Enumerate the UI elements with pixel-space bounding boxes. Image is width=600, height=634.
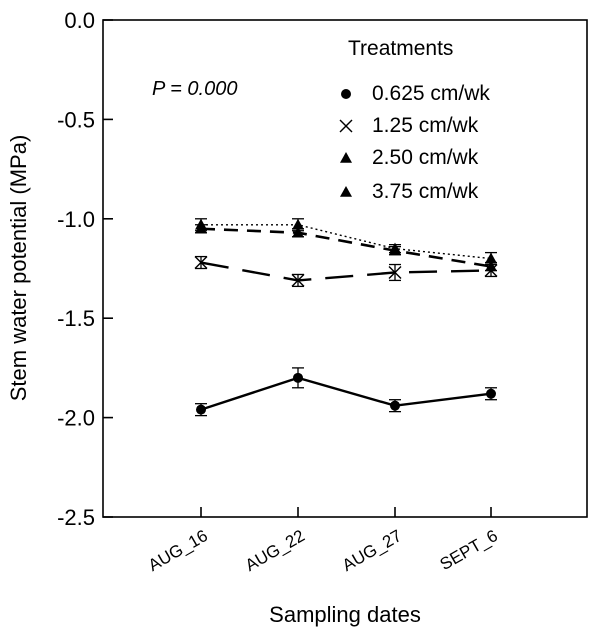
data-point — [486, 388, 496, 399]
data-point — [389, 242, 401, 254]
legend-entry: 1.25 cm/wk — [339, 114, 479, 137]
data-point — [195, 218, 207, 230]
y-tick-label: -0.5 — [57, 107, 95, 132]
y-tick-label: 0.0 — [64, 8, 95, 33]
legend-marker — [341, 89, 351, 99]
x-tick-label: AUG_16 — [145, 526, 211, 575]
series-0 — [195, 367, 497, 417]
legend-label: 2.50 cm/wk — [372, 146, 479, 169]
legend-entry: 3.75 cm/wk — [340, 180, 479, 203]
series-line — [200, 261, 492, 282]
data-point — [291, 273, 305, 287]
legend-label: 3.75 cm/wk — [372, 180, 479, 203]
legend-marker — [340, 152, 352, 163]
x-tick-label: AUG_22 — [242, 526, 308, 575]
data-point — [485, 260, 497, 272]
legend-marker — [340, 186, 352, 197]
legend-label: 0.625 cm/wk — [372, 82, 490, 105]
y-tick-label: -1.0 — [57, 207, 95, 232]
data-point — [292, 218, 304, 230]
y-tick-label: -2.0 — [57, 406, 95, 431]
data-point — [293, 372, 303, 383]
x-axis-title: Sampling dates — [269, 602, 421, 627]
y-axis-title: Stem water potential (MPa) — [6, 135, 31, 402]
series-line — [200, 227, 492, 268]
legend-label: 1.25 cm/wk — [372, 114, 479, 137]
series-3 — [195, 218, 497, 266]
legend-title: Treatments — [348, 37, 453, 60]
data-point — [292, 226, 304, 238]
x-marker-stroke — [339, 119, 353, 133]
legend: 0.625 cm/wk 1.25 cm/wk 2.50 cm/wk 3.75 cm/w… — [339, 82, 490, 203]
legend-marker — [339, 119, 353, 133]
x-marker-stroke — [388, 265, 402, 279]
data-point — [194, 256, 208, 270]
plot-frame — [102, 19, 588, 518]
series-line — [201, 224, 492, 260]
x-tick-label: SEPT_6 — [437, 526, 501, 574]
y-tick-label: -2.5 — [57, 505, 95, 530]
legend-entry: 2.50 cm/wk — [340, 146, 479, 169]
series-2 — [195, 222, 497, 272]
data-point — [196, 404, 206, 415]
x-marker-stroke — [194, 256, 208, 270]
y-tick-label: -1.5 — [57, 306, 95, 331]
data-point — [388, 265, 402, 279]
x-marker-stroke — [291, 273, 305, 287]
data-point — [390, 400, 400, 411]
series-1 — [194, 255, 498, 288]
y-axis: 0.0 -0.5 -1.0 -1.5 -2.0 -2.5 — [57, 8, 113, 530]
x-tick-label: AUG_27 — [339, 526, 405, 575]
series-line — [200, 376, 492, 411]
series-layer — [194, 218, 498, 417]
legend-entry: 0.625 cm/wk — [341, 82, 490, 105]
annotation-p-value: P = 0.000 — [152, 78, 237, 100]
data-point — [485, 252, 497, 264]
